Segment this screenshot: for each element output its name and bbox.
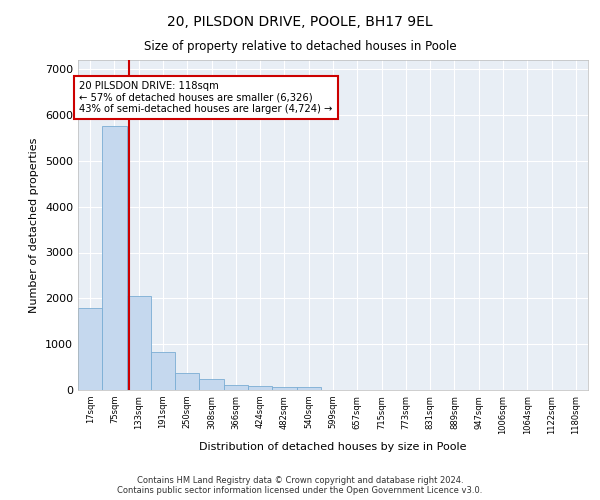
Bar [78,308,102,390]
Text: 20 PILSDON DRIVE: 118sqm
← 57% of detached houses are smaller (6,326)
43% of sem: 20 PILSDON DRIVE: 118sqm ← 57% of detach… [79,80,332,114]
Bar [199,380,224,390]
Bar [296,388,321,390]
Y-axis label: Number of detached properties: Number of detached properties [29,138,40,312]
Bar [248,386,272,390]
Text: Contains HM Land Registry data © Crown copyright and database right 2024.
Contai: Contains HM Land Registry data © Crown c… [118,476,482,495]
Bar [224,384,248,390]
Bar [127,296,151,390]
X-axis label: Distribution of detached houses by size in Poole: Distribution of detached houses by size … [199,442,467,452]
Bar [102,126,127,390]
Bar [175,372,199,390]
Bar [151,352,175,390]
Bar [272,387,296,390]
Text: 20, PILSDON DRIVE, POOLE, BH17 9EL: 20, PILSDON DRIVE, POOLE, BH17 9EL [167,15,433,29]
Text: Size of property relative to detached houses in Poole: Size of property relative to detached ho… [143,40,457,53]
